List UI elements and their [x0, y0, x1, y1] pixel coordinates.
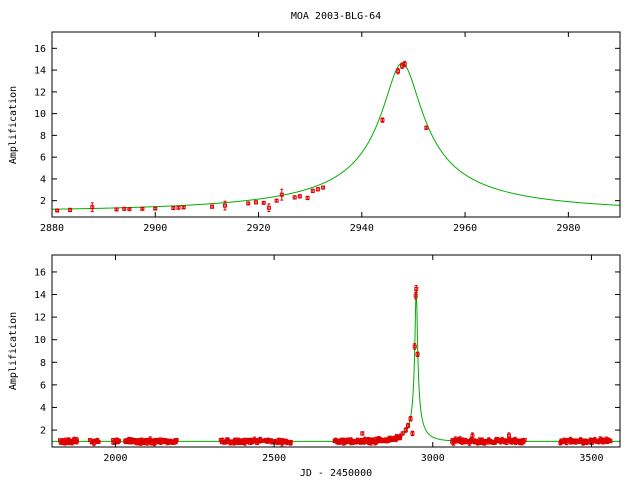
data-point [412, 344, 417, 349]
data-point [74, 438, 79, 443]
x-tick-label: 2980 [556, 223, 580, 234]
data-point [414, 286, 419, 291]
data-point [608, 439, 613, 444]
data-point [253, 200, 258, 205]
data-point [90, 205, 95, 210]
data-point [176, 205, 181, 210]
x-axis-label: JD - 2450000 [300, 468, 372, 479]
x-tick-label: 2920 [246, 223, 270, 234]
model-curve [52, 288, 620, 442]
data-point [402, 62, 407, 67]
data-point [153, 206, 158, 211]
data-point [410, 431, 415, 436]
data-point [274, 198, 279, 203]
data-point [261, 200, 266, 205]
x-tick-label: 2900 [143, 223, 167, 234]
data-point [210, 204, 215, 209]
data-point [114, 207, 119, 212]
data-point [522, 437, 527, 442]
y-tick-label: 16 [34, 44, 46, 55]
data-point [127, 207, 132, 212]
y-tick-label: 2 [40, 196, 46, 207]
data-point [279, 192, 284, 197]
data-point [380, 118, 385, 123]
data-point [310, 188, 315, 193]
bottom-panel: Amplification JD - 2450000 2000 2500 3000 3… [8, 254, 621, 479]
data-point [122, 206, 127, 211]
data-point [222, 203, 227, 208]
model-curve [52, 62, 621, 210]
y-tick-label: 4 [40, 403, 46, 414]
data-point [408, 416, 413, 421]
y-tick-label: 12 [34, 313, 46, 324]
data-point [288, 439, 293, 444]
data-point [292, 195, 297, 200]
data-point [246, 201, 251, 206]
y-tick-label: 14 [34, 290, 46, 301]
data-point [181, 205, 186, 210]
x-tick-label: 2880 [40, 223, 64, 234]
data-point [140, 206, 145, 211]
data-point [116, 438, 121, 443]
y-tick-label: 16 [34, 267, 46, 278]
data-point [413, 293, 418, 298]
top-plot-content [52, 60, 621, 213]
y-tick-label: 8 [40, 358, 46, 369]
data-point [403, 428, 408, 433]
top-panel: Amplification 2880 2900 2920 2940 2960 2980 2 4… [8, 31, 621, 234]
bottom-y-axis-label: Amplification [8, 312, 19, 390]
data-point [470, 433, 475, 438]
x-tick-label: 2000 [103, 453, 127, 464]
data-point [400, 431, 405, 436]
y-tick-label: 4 [40, 174, 46, 185]
chart-title: MOA 2003-BLG-64 [291, 11, 381, 22]
data-point [55, 208, 60, 213]
data-point [360, 431, 365, 436]
data-point [305, 195, 310, 200]
data-point [388, 436, 393, 441]
data-point [297, 194, 302, 199]
y-tick-label: 12 [34, 87, 46, 98]
data-point [424, 125, 429, 130]
x-tick-label: 3000 [421, 453, 445, 464]
data-point [174, 437, 179, 442]
data-point [171, 206, 176, 211]
y-tick-label: 8 [40, 131, 46, 142]
y-tick-label: 6 [40, 153, 46, 164]
data-point [321, 185, 326, 190]
top-y-axis-label: Amplification [8, 86, 19, 164]
x-tick-label: 2500 [262, 453, 286, 464]
data-point [406, 423, 411, 428]
data-point [266, 205, 271, 210]
x-tick-label: 3500 [579, 453, 603, 464]
data-point [68, 207, 73, 212]
data-point [96, 439, 101, 444]
bottom-plot-frame [51, 254, 621, 448]
data-point [395, 69, 400, 74]
y-tick-label: 14 [34, 66, 46, 77]
data-point [506, 433, 511, 438]
data-point [398, 434, 403, 439]
top-plot-frame [51, 31, 621, 218]
data-point [415, 352, 420, 357]
y-tick-label: 10 [34, 109, 46, 120]
x-tick-label: 2940 [350, 223, 374, 234]
y-tick-label: 2 [40, 426, 46, 437]
x-tick-label: 2960 [453, 223, 477, 234]
data-point [315, 187, 320, 192]
y-tick-label: 6 [40, 380, 46, 391]
y-tick-label: 10 [34, 335, 46, 346]
bottom-plot-content [52, 284, 620, 447]
